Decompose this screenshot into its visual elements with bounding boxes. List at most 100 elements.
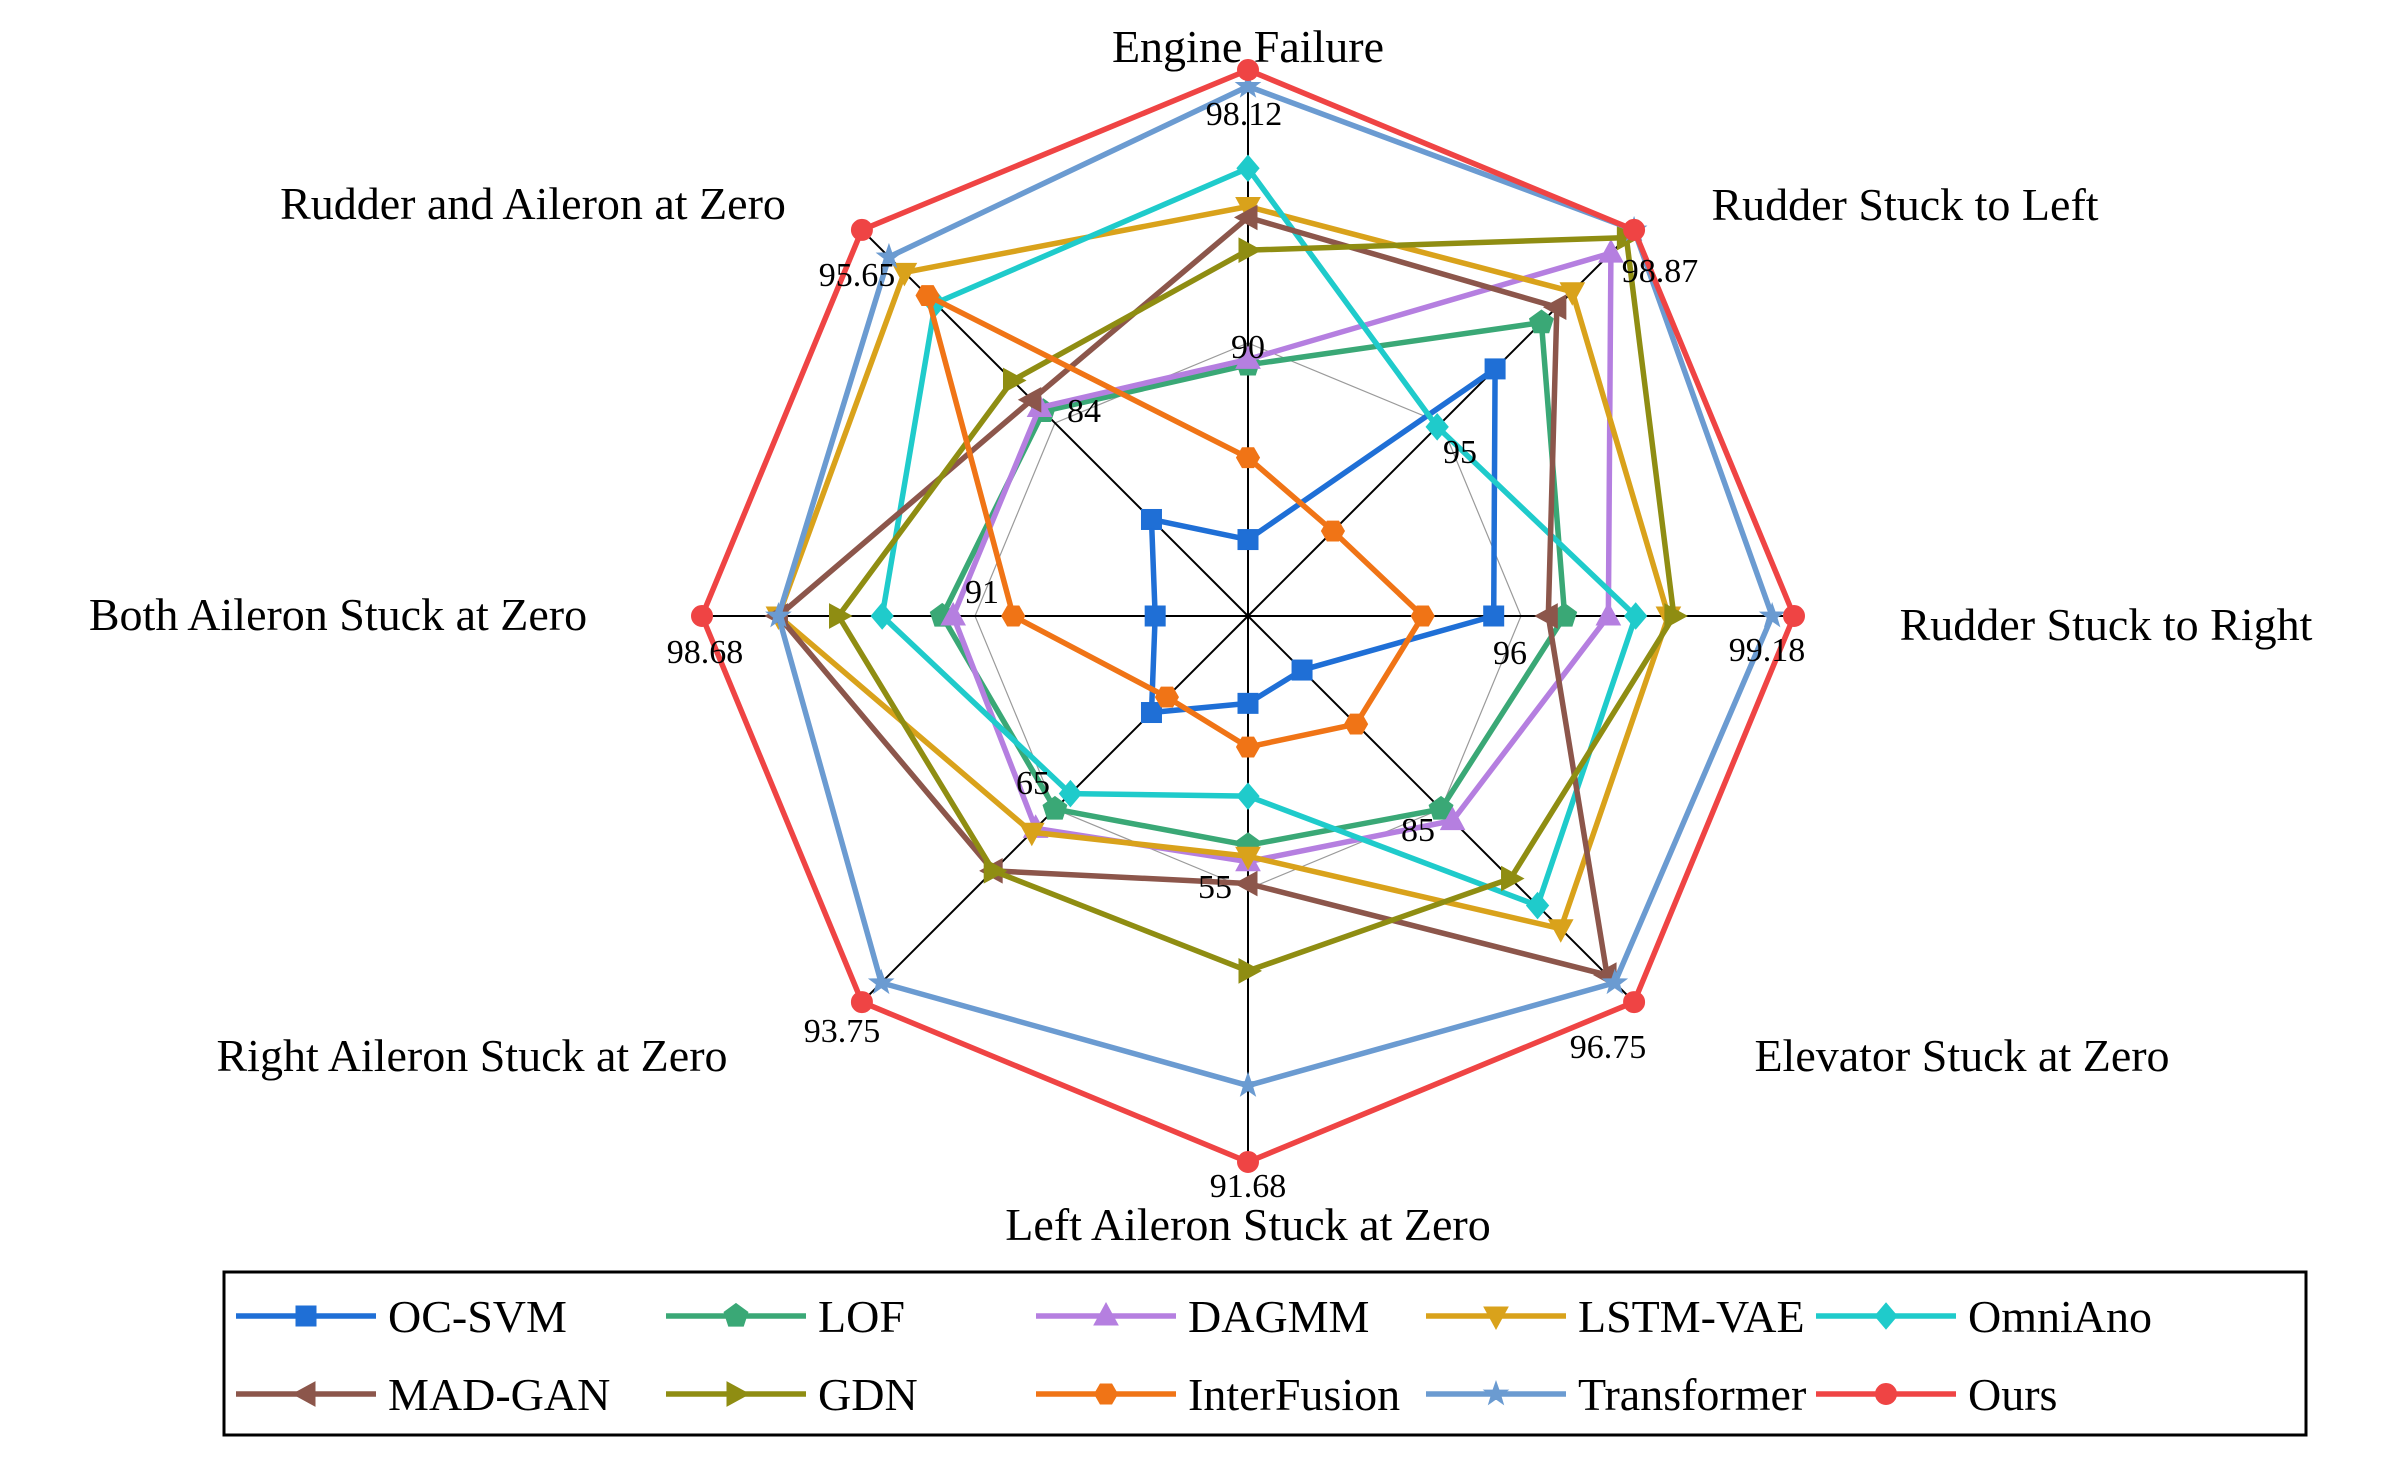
axis-rudder-and-aileron-at-zero [861, 229, 1249, 617]
legend-item-gdn: GDN [666, 1369, 918, 1420]
data-point-dagmm [1439, 806, 1466, 831]
legend: OC-SVM LOF DAGMM LSTM-VAE OmniAno MAD-GAN GDN I… [222, 1270, 2308, 1437]
data-point-oc-svm [1140, 508, 1162, 530]
legend-marker [1483, 1306, 1509, 1331]
legend-marker [1875, 1383, 1897, 1405]
category-label-right-aileron-stuck-at-zero: Right Aileron Stuck at Zero [216, 1030, 727, 1081]
legend-item-dagmm: DAGMM [1036, 1291, 1369, 1342]
series-interfusion [915, 285, 1435, 758]
tick-label-inner: 96 [1493, 635, 1527, 672]
tick-label-outer: 98.87 [1622, 253, 1699, 290]
data-point-omniano [1425, 413, 1449, 441]
category-label-rudder-stuck-to-left: Rudder Stuck to Left [1711, 179, 2098, 230]
data-point-omniano [1624, 602, 1648, 630]
data-point-ours [1783, 605, 1805, 627]
tick-label-inner: 95 [1443, 434, 1477, 471]
legend-marker [723, 1302, 749, 1327]
data-point-interfusion [1235, 447, 1261, 469]
legend-item-mad-gan: MAD-GAN [236, 1369, 610, 1420]
tick-label-inner: 55 [1198, 869, 1232, 906]
legend-marker [1093, 1383, 1119, 1405]
legend-label: OC-SVM [388, 1291, 567, 1342]
tick-label-inner: 65 [1016, 765, 1050, 802]
series-omniano [870, 154, 1648, 920]
legend-item-oc-svm: OC-SVM [236, 1291, 567, 1342]
legend-label: LSTM-VAE [1578, 1291, 1805, 1342]
data-point-mad-gan [1534, 603, 1558, 629]
data-point-transformer [1234, 1071, 1262, 1097]
tick-label-outer: 91.68 [1210, 1168, 1287, 1205]
data-point-dagmm [1595, 601, 1622, 626]
legend-marker [1874, 1302, 1898, 1330]
data-point-ours [1237, 59, 1259, 81]
data-point-oc-svm [1237, 692, 1259, 714]
tick-label-outer: 93.75 [804, 1013, 881, 1050]
legend-item-lof: LOF [666, 1291, 905, 1342]
data-point-ours [1623, 991, 1646, 1014]
legend-marker [295, 1305, 317, 1327]
series-mad-gan [764, 204, 1617, 988]
category-label-left-aileron-stuck-at-zero: Left Aileron Stuck at Zero [1005, 1199, 1490, 1250]
data-point-lstm-vae [1547, 919, 1574, 943]
legend-marker [291, 1381, 316, 1407]
tick-label-outer: 98.68 [667, 634, 744, 671]
legend-item-lstm-vae: LSTM-VAE [1426, 1291, 1805, 1342]
radar-labels-layer: Engine Failure Rudder Stuck to Left Rudder… [89, 21, 2313, 1250]
legend-label: MAD-GAN [388, 1369, 610, 1420]
legend-marker [1093, 1301, 1119, 1326]
data-point-ours [850, 218, 873, 241]
data-point-transformer [1758, 601, 1786, 628]
data-point-lstm-vae [891, 262, 918, 287]
series-gdn [829, 224, 1688, 984]
data-point-interfusion [1410, 605, 1435, 627]
series-ours [691, 59, 1805, 1173]
tick-label-inner: 84 [1067, 393, 1101, 430]
legend-label: Transformer [1578, 1369, 1806, 1420]
legend-marker [726, 1381, 751, 1407]
data-point-dagmm [1598, 239, 1624, 263]
data-point-dagmm [1235, 345, 1261, 369]
legend-label: GDN [818, 1369, 918, 1420]
data-point-lstm-vae [1018, 822, 1045, 847]
data-point-oc-svm [1140, 702, 1162, 724]
data-point-interfusion [1235, 736, 1261, 758]
data-point-interfusion [915, 285, 940, 307]
tick-label-outer: 98.12 [1206, 96, 1283, 133]
legend-label: DAGMM [1188, 1291, 1369, 1342]
legend-marker [1482, 1379, 1510, 1406]
data-point-gdn [983, 857, 1008, 884]
data-point-transformer [867, 968, 895, 995]
data-point-lof [1042, 795, 1068, 820]
data-point-lof [1428, 795, 1454, 820]
legend-label: InterFusion [1188, 1369, 1400, 1420]
data-point-gdn [1664, 603, 1688, 629]
data-point-interfusion [1344, 713, 1369, 735]
data-point-transformer [1601, 968, 1629, 995]
data-point-ours [691, 605, 713, 627]
data-point-transformer [765, 601, 792, 628]
data-point-lof [1528, 309, 1554, 334]
tick-label-outer: 95.65 [819, 257, 896, 294]
category-label-elevator-stuck-at-zero: Elevator Stuck at Zero [1754, 1030, 2169, 1081]
data-point-omniano [1058, 779, 1083, 808]
tick-label-inner: 90 [1231, 329, 1265, 366]
tick-label-outer: 96.75 [1570, 1029, 1647, 1066]
data-point-mad-gan [1542, 294, 1567, 320]
category-label-rudder-stuck-to-right: Rudder Stuck to Right [1900, 599, 2313, 650]
data-point-oc-svm [1237, 529, 1259, 551]
data-point-oc-svm [1483, 605, 1505, 627]
data-point-omniano [1236, 782, 1260, 810]
data-point-gdn [1002, 367, 1027, 394]
tick-label-inner: 91 [965, 574, 999, 611]
data-point-transformer [875, 242, 903, 269]
data-point-lstm-vae [1559, 282, 1586, 306]
data-point-mad-gan [1233, 870, 1258, 897]
series-oc-svm [1140, 358, 1506, 724]
category-label-both-aileron-stuck-at-zero: Both Aileron Stuck at Zero [89, 589, 587, 640]
data-point-lstm-vae [1235, 846, 1261, 871]
legend-label: Ours [1968, 1369, 2057, 1420]
legend-label: LOF [818, 1291, 905, 1342]
data-point-oc-svm [1291, 659, 1313, 681]
data-point-omniano [870, 602, 894, 630]
